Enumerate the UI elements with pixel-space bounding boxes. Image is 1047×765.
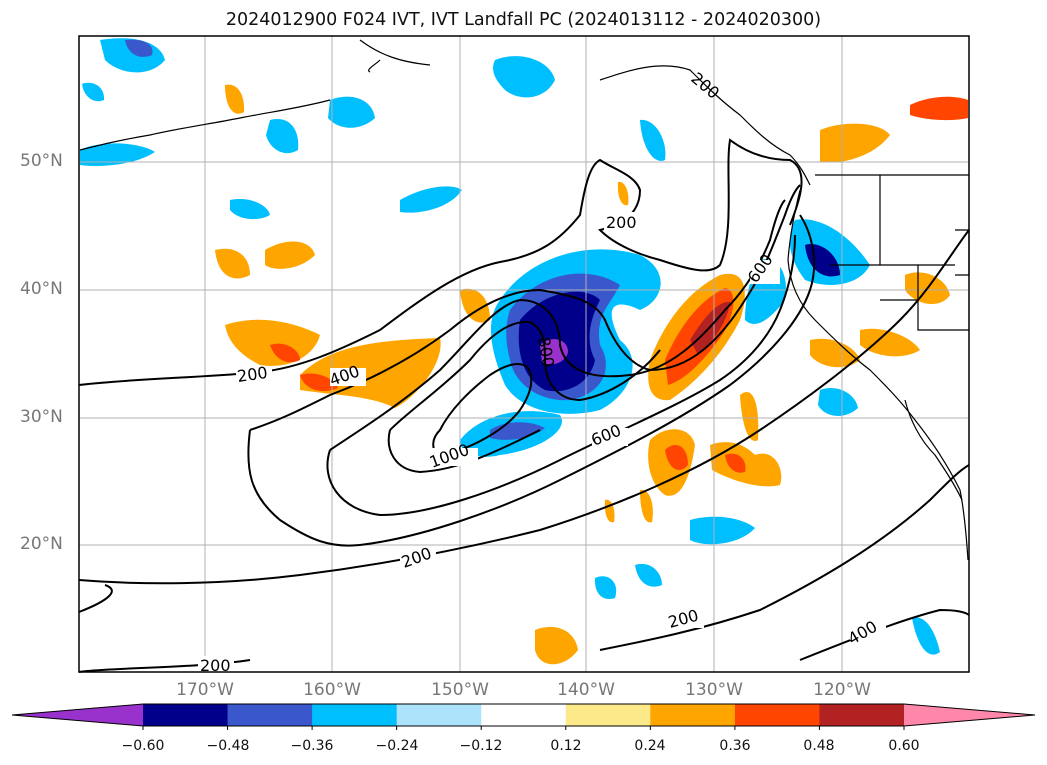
positive-pc-region — [665, 445, 688, 470]
colorbar-tick-label: −0.24 — [375, 738, 419, 754]
positive-pc-region — [535, 626, 578, 665]
map-title: 2024012900 F024 IVT, IVT Landfall PC (20… — [225, 10, 822, 30]
lon-label: 170°W — [176, 680, 234, 700]
positive-pc-region — [270, 343, 300, 363]
positive-pc-region — [617, 181, 629, 206]
colorbar-tick-label: 0.36 — [719, 738, 751, 754]
colorbar-segment — [734, 704, 820, 726]
colorbar-segment — [396, 704, 482, 726]
lat-label: 50°N — [20, 151, 63, 171]
colorbar-tick-label: 0.24 — [634, 738, 666, 754]
lat-label: 20°N — [20, 534, 63, 554]
positive-pc-region — [300, 373, 338, 392]
lat-label: 30°N — [20, 407, 63, 427]
positive-pc-region — [460, 288, 490, 323]
negative-pc-region — [912, 617, 940, 655]
ivt-contour-400 — [799, 608, 970, 661]
graticule — [79, 36, 969, 672]
positive-pc-region — [710, 442, 782, 487]
positive-pc-region — [725, 453, 746, 473]
contour-label: 200 — [200, 656, 231, 675]
colorbar-segment — [312, 704, 398, 726]
state-border — [830, 264, 918, 301]
colorbar-segment — [565, 704, 651, 726]
colorbar-tick-label: −0.12 — [459, 738, 503, 754]
positive-pc-region — [910, 96, 968, 121]
colorbar-tick-label: −0.36 — [290, 738, 334, 754]
negative-pc-region — [82, 82, 105, 102]
contour-label: 200 — [606, 213, 637, 232]
negative-pc-region — [493, 56, 555, 98]
colorbar — [11, 703, 1036, 730]
colorbar-tick-label: 0.12 — [550, 738, 582, 754]
positive-pc-region — [740, 392, 759, 441]
negative-pc-region — [635, 563, 662, 587]
colorbar-extend-high — [904, 704, 1035, 726]
colorbar-extend-low — [12, 704, 143, 726]
negative-pc-region — [640, 119, 666, 161]
baja-coast — [904, 399, 963, 501]
lon-label: 130°W — [685, 680, 743, 700]
map-area: 200 400 1000 600 600 200 200 200 400 200… — [78, 35, 970, 675]
positive-pc-region — [215, 248, 250, 279]
alaska-coast — [79, 39, 431, 151]
negative-pc-region — [328, 96, 375, 128]
colorbar-tick-label: 0.60 — [888, 738, 920, 754]
colorbar-tick-label: −0.48 — [206, 738, 250, 754]
lon-label: 160°W — [303, 680, 361, 700]
positive-pc-region — [860, 328, 920, 357]
negative-pc-region — [400, 186, 462, 213]
negative-pc-region — [594, 576, 617, 600]
coastlines — [79, 39, 970, 561]
negative-pc-region — [230, 199, 270, 220]
colorbar-segment — [650, 704, 736, 726]
colorbar-segment — [481, 704, 567, 726]
positive-pc-region — [640, 489, 653, 523]
positive-pc-region — [225, 84, 245, 114]
lon-label: 140°W — [557, 680, 615, 700]
negative-pc-region — [125, 39, 153, 57]
ivt-contour-200 — [78, 229, 970, 585]
positive-pc-region — [300, 338, 441, 408]
negative-pc-region — [80, 143, 155, 167]
contour-label: 200 — [236, 363, 269, 386]
lat-label: 40°N — [20, 279, 63, 299]
positive-pc-region — [820, 123, 890, 163]
map-frame — [78, 35, 970, 673]
colorbar-tick-label: 0.48 — [803, 738, 835, 754]
negative-pc-region — [818, 388, 858, 416]
colorbar-segment — [227, 704, 313, 726]
ivt-contour-800 — [387, 320, 661, 474]
ivt-contour-200 — [599, 464, 970, 651]
ivt-contour-200 — [78, 138, 803, 386]
colorbar-segment — [143, 704, 229, 726]
positive-pc-region — [265, 241, 315, 269]
canada-coast — [599, 65, 811, 186]
us-west-coast — [787, 189, 969, 561]
lon-label: 120°W — [813, 680, 871, 700]
negative-pc-region — [266, 119, 299, 154]
lon-label: 150°W — [431, 680, 489, 700]
contour-label-group: 200 400 1000 600 600 200 200 200 400 200… — [198, 69, 886, 675]
positive-pc-region — [810, 338, 860, 368]
negative-pc-region — [690, 516, 755, 545]
colorbar-tick-label: −0.60 — [121, 738, 165, 754]
colorbar-segment — [819, 704, 905, 726]
